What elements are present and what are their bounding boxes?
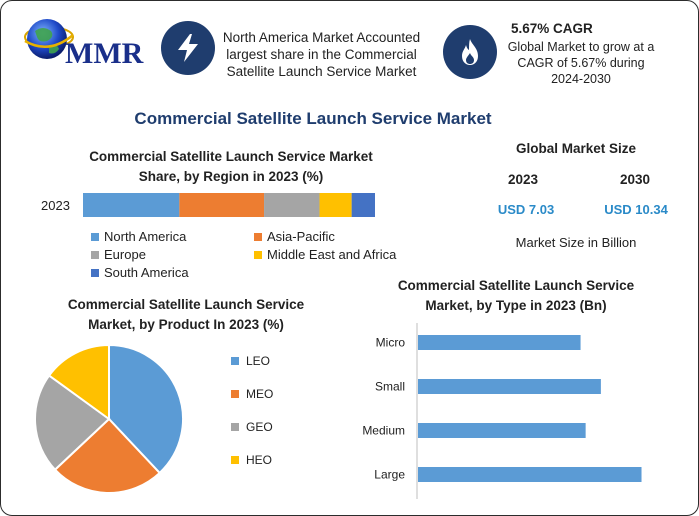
- region-legend-south-america: South America: [91, 265, 189, 280]
- legend-label: GEO: [246, 420, 273, 434]
- pie-slice-geo: [34, 374, 111, 472]
- type-label-medium: Medium: [362, 424, 405, 438]
- region-segment-europe: [264, 193, 320, 217]
- region-year-label: 2023: [41, 198, 70, 213]
- globe-icon: [24, 19, 74, 59]
- pie-legend-heo: HEO: [231, 453, 272, 467]
- type-chart-title: Commercial Satellite Launch Service Mark…: [397, 278, 635, 313]
- cagr-text: Global Market to grow at a CAGR of 5.67%…: [507, 40, 655, 86]
- pie-slice-leo: [108, 343, 184, 475]
- legend-swatch: [231, 390, 239, 398]
- cagr-title: 5.67% CAGR: [511, 21, 593, 36]
- legend-label: North America: [104, 229, 187, 244]
- market-size-title: Global Market Size: [515, 141, 637, 156]
- legend-label: Middle East and Africa: [267, 247, 397, 262]
- legend-label: MEO: [246, 387, 274, 401]
- type-label-large: Large: [374, 468, 405, 482]
- pie-legend-leo: LEO: [231, 354, 270, 368]
- market-year-2023: 2023: [507, 172, 539, 187]
- legend-label: Asia-Pacific: [267, 229, 335, 244]
- legend-label: South America: [104, 265, 189, 280]
- lightning-icon: [161, 21, 215, 75]
- type-bar-micro: [418, 335, 581, 350]
- region-stacked-bar-chart: 2023: [41, 193, 375, 217]
- pie-legend-meo: MEO: [231, 387, 273, 401]
- market-year-2030: 2030: [619, 172, 651, 187]
- region-segment-asia-pacific: [179, 193, 265, 217]
- region-legend-middle-east-and-africa: Middle East and Africa: [254, 247, 396, 262]
- pie-legend-geo: GEO: [231, 420, 273, 434]
- type-bar-large: [418, 467, 642, 482]
- legend-swatch: [231, 456, 239, 464]
- market-value-2030: USD 10.34: [604, 202, 668, 217]
- legend-swatch: [231, 357, 239, 365]
- region-legend-asia-pacific: Asia-Pacific: [254, 229, 335, 244]
- pie-slice-heo: [47, 343, 110, 421]
- legend-swatch: [91, 232, 99, 241]
- type-bar-medium: [418, 423, 586, 438]
- market-size-unit-note: Market Size in Billion: [515, 235, 637, 250]
- region-chart-title: Commercial Satellite Launch Service Mark…: [89, 149, 373, 184]
- pie-slice-meo: [53, 417, 162, 494]
- mmr-logo: MMR: [19, 11, 149, 71]
- type-bar-small: [418, 379, 601, 394]
- product-pie-chart: [34, 343, 184, 494]
- legend-swatch: [254, 250, 262, 259]
- legend-swatch: [91, 268, 99, 277]
- region-segment-middle-east-and-africa: [319, 193, 352, 217]
- market-value-2023: USD 7.03: [497, 202, 555, 217]
- legend-label: LEO: [246, 354, 271, 368]
- type-label-small: Small: [375, 380, 405, 394]
- type-label-micro: Micro: [376, 336, 406, 350]
- region-legend-north-america: North America: [91, 229, 186, 244]
- flame-icon: [443, 25, 497, 79]
- legend-swatch: [254, 232, 262, 241]
- type-bar-chart: Micro Small Medium Large: [362, 323, 642, 499]
- highlight-north-america: North America Market Accounted largest s…: [222, 30, 421, 79]
- region-segment-north-america: [83, 193, 180, 217]
- legend-label: HEO: [246, 453, 273, 467]
- region-segment-south-america: [351, 193, 375, 217]
- legend-swatch: [231, 423, 239, 431]
- legend-label: Europe: [104, 247, 146, 262]
- logo-text: MMR: [65, 37, 144, 70]
- product-chart-title: Commercial Satellite Launch Service Mark…: [67, 297, 305, 332]
- main-title: Commercial Satellite Launch Service Mark…: [134, 109, 492, 128]
- region-legend-europe: Europe: [91, 247, 146, 262]
- legend-swatch: [91, 250, 99, 259]
